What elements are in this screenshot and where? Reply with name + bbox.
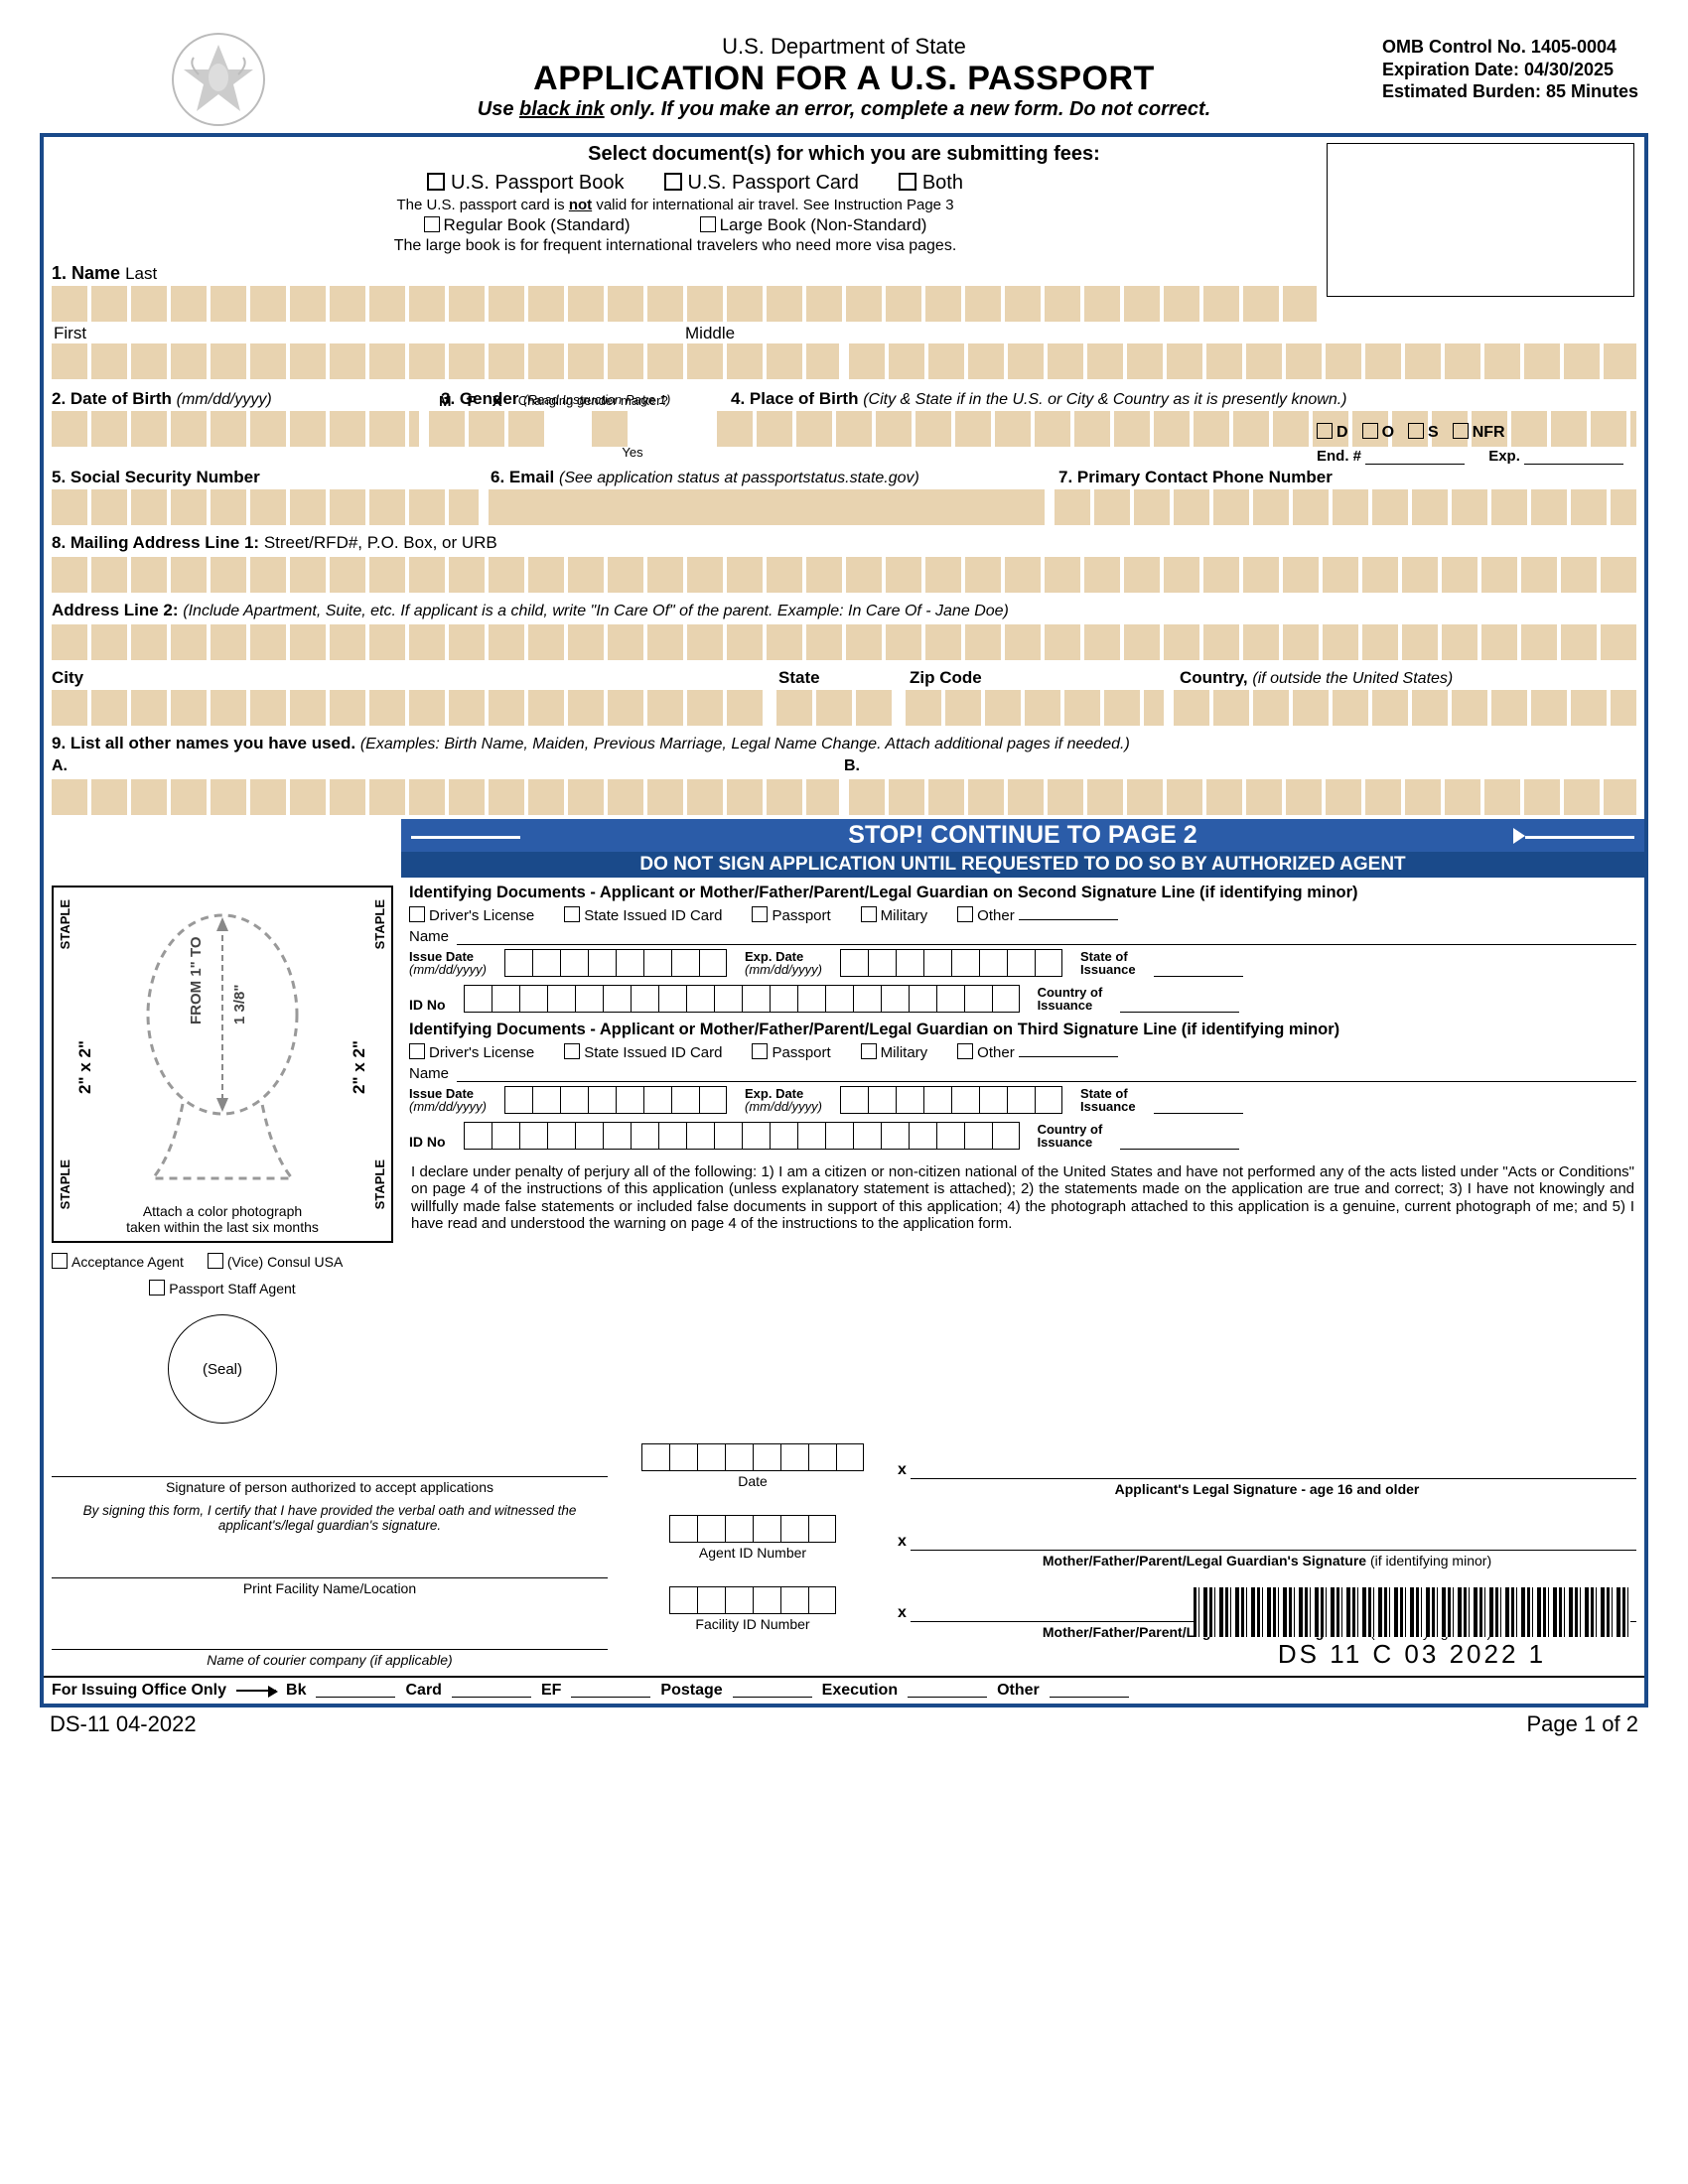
svg-text:FROM 1" TO: FROM 1" TO (188, 936, 205, 1024)
gender-change-input[interactable] (592, 411, 628, 447)
stop-banner: STOP! CONTINUE TO PAGE 2 (401, 819, 1644, 852)
checkbox-stateid-2[interactable]: State Issued ID Card (564, 1043, 722, 1061)
last-name-input[interactable] (52, 286, 1317, 322)
city-input[interactable] (52, 690, 767, 726)
checkbox-dl-1[interactable]: Driver's License (409, 906, 534, 924)
country-issuance-2[interactable] (1120, 1138, 1239, 1150)
id-no-1[interactable] (464, 985, 1020, 1013)
execution-field[interactable] (908, 1684, 987, 1698)
checkbox-other-1[interactable]: Other (957, 906, 1118, 924)
arrow-right-icon (236, 1690, 276, 1692)
ssn-input[interactable] (52, 489, 479, 525)
applicant-signature[interactable] (911, 1475, 1636, 1479)
checkbox-large-book[interactable]: Large Book (Non-Standard) (700, 215, 927, 235)
other-name-a-input[interactable] (52, 779, 839, 815)
state-input[interactable] (776, 690, 896, 726)
id-heading-1: Identifying Documents - Applicant or Mot… (409, 884, 1636, 902)
page-number: Page 1 of 2 (1526, 1711, 1638, 1737)
checkbox-regular-book[interactable]: Regular Book (Standard) (424, 215, 631, 235)
id-no-2[interactable] (464, 1122, 1020, 1150)
seal-placeholder: (Seal) (168, 1314, 277, 1424)
id-name-1[interactable] (457, 929, 1636, 945)
middle-name-input[interactable] (849, 343, 1636, 379)
official-photo-box (1327, 143, 1634, 297)
checkbox-passport-2[interactable]: Passport (752, 1043, 830, 1061)
bk-field[interactable] (316, 1684, 395, 1698)
checkbox-stateid-1[interactable]: State Issued ID Card (564, 906, 722, 924)
card-field[interactable] (452, 1684, 531, 1698)
date-boxes[interactable] (641, 1443, 864, 1471)
checkbox-military-2[interactable]: Military (861, 1043, 928, 1061)
omb-control: OMB Control No. 1405-0004 (1382, 36, 1638, 59)
end-number-field[interactable] (1365, 451, 1465, 465)
state-issuance-1[interactable] (1154, 965, 1243, 977)
checkbox-both[interactable]: Both (899, 172, 963, 195)
official-codes: D O S NFR End. # Exp. (1317, 423, 1634, 465)
email-input[interactable] (489, 489, 1045, 525)
head-outline-icon: FROM 1" TO 1 3/8" (133, 905, 312, 1188)
gender-x-input[interactable] (508, 411, 544, 447)
header: U.S. Department of State APPLICATION FOR… (40, 30, 1648, 129)
courier-name-field[interactable] (52, 1616, 608, 1650)
footer: DS-11 04-2022 Page 1 of 2 (40, 1707, 1648, 1737)
omb-burden: Estimated Burden: 85 Minutes (1382, 80, 1638, 103)
other-name-b-input[interactable] (849, 779, 1636, 815)
checkbox-acceptance-agent[interactable]: Acceptance Agent (52, 1253, 184, 1270)
country-input[interactable] (1174, 690, 1636, 726)
exp-date-1[interactable] (840, 949, 1062, 977)
address2-input[interactable] (52, 624, 1636, 660)
omb-block: OMB Control No. 1405-0004 Expiration Dat… (1382, 36, 1638, 103)
photo-attach-box: STAPLE STAPLE STAPLE STAPLE 2" x 2" 2" x… (52, 886, 393, 1243)
issue-date-2[interactable] (504, 1086, 727, 1114)
checkbox-passport-book[interactable]: U.S. Passport Book (427, 172, 625, 195)
exp-date-2[interactable] (840, 1086, 1062, 1114)
state-seal-icon (169, 30, 268, 129)
checkbox-s[interactable]: S (1408, 423, 1439, 442)
facility-name-field[interactable] (52, 1545, 608, 1578)
checkbox-passport-card[interactable]: U.S. Passport Card (664, 172, 859, 195)
id-heading-2: Identifying Documents - Applicant or Mot… (409, 1021, 1636, 1039)
other-field[interactable] (1050, 1684, 1129, 1698)
checkbox-military-1[interactable]: Military (861, 906, 928, 924)
postage-field[interactable] (733, 1684, 812, 1698)
agent-id-boxes[interactable] (669, 1515, 836, 1543)
photo-instructions: Attach a color photographtaken within th… (54, 1203, 391, 1235)
checkbox-d[interactable]: D (1317, 423, 1348, 442)
checkbox-vice-consul[interactable]: (Vice) Consul USA (208, 1253, 343, 1270)
dob-input[interactable] (52, 411, 419, 447)
barcode: DS 11 C 03 2022 1 (1194, 1587, 1630, 1670)
exp-field[interactable] (1524, 451, 1623, 465)
guardian-signature-1[interactable] (911, 1547, 1636, 1551)
phone-input[interactable] (1055, 489, 1636, 525)
omb-expiration: Expiration Date: 04/30/2025 (1382, 59, 1638, 81)
authorized-signature[interactable] (52, 1443, 608, 1477)
checkbox-passport-staff[interactable]: Passport Staff Agent (149, 1280, 295, 1297)
zip-input[interactable] (906, 690, 1164, 726)
state-issuance-2[interactable] (1154, 1102, 1243, 1114)
gender-f-input[interactable] (469, 411, 504, 447)
issuing-office-row: For Issuing Office Only Bk Card EF Posta… (44, 1676, 1644, 1704)
checkbox-dl-2[interactable]: Driver's License (409, 1043, 534, 1061)
checkbox-other-2[interactable]: Other (957, 1043, 1118, 1061)
declaration-text: I declare under penalty of perjury all o… (409, 1158, 1636, 1238)
country-issuance-1[interactable] (1120, 1001, 1239, 1013)
form-number: DS-11 04-2022 (50, 1711, 197, 1737)
ef-field[interactable] (571, 1684, 650, 1698)
issue-date-1[interactable] (504, 949, 727, 977)
first-name-input[interactable] (52, 343, 839, 379)
checkbox-nfr[interactable]: NFR (1453, 423, 1505, 442)
stop-sub-banner: DO NOT SIGN APPLICATION UNTIL REQUESTED … (401, 852, 1644, 878)
id-name-2[interactable] (457, 1066, 1636, 1082)
checkbox-o[interactable]: O (1362, 423, 1394, 442)
address1-input[interactable] (52, 557, 1636, 593)
form-container: Select document(s) for which you are sub… (40, 133, 1648, 1707)
svg-text:1 3/8": 1 3/8" (231, 985, 248, 1024)
checkbox-passport-1[interactable]: Passport (752, 906, 830, 924)
gender-m-input[interactable] (429, 411, 465, 447)
facility-id-boxes[interactable] (669, 1586, 836, 1614)
